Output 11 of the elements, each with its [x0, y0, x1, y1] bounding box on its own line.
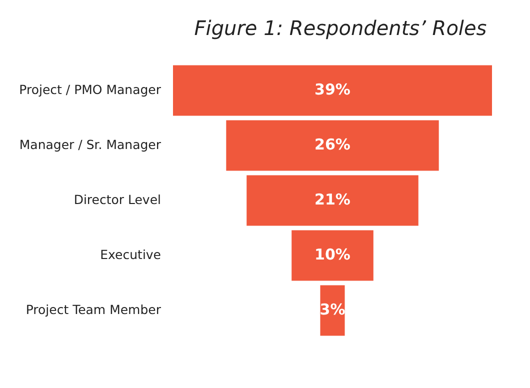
data-label: 26%: [314, 135, 350, 154]
data-label: 10%: [314, 245, 350, 264]
category-label: Director Level: [74, 192, 161, 207]
data-label: 3%: [320, 300, 346, 318]
category-label: Manager / Sr. Manager: [19, 136, 162, 152]
data-label: 21%: [314, 190, 350, 208]
data-label: 39%: [314, 80, 350, 98]
text: Figure 1: Respondents’ Roles: [194, 16, 487, 40]
category-label: Project / PMO Manager: [19, 82, 162, 97]
category-label: Project Team Member: [26, 302, 162, 317]
category-label: Executive: [100, 246, 162, 262]
